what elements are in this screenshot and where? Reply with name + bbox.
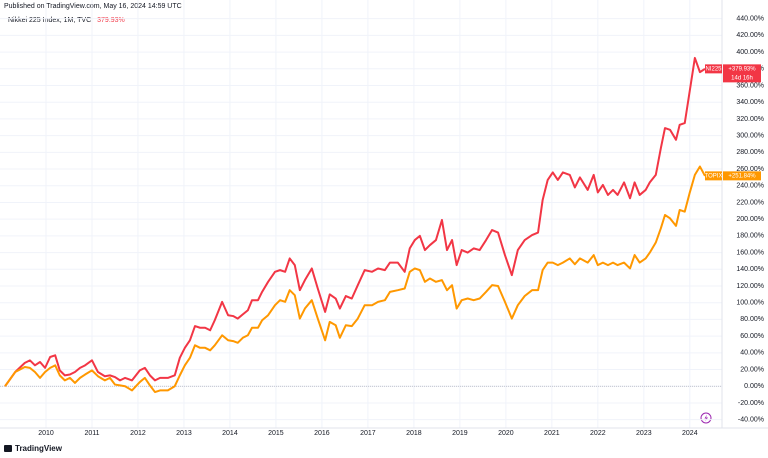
y-tick-label: 300.00% xyxy=(736,132,764,139)
y-tick-label: 420.00% xyxy=(736,32,764,39)
y-tick-label: 320.00% xyxy=(736,116,764,123)
brand-name: TradingView xyxy=(15,444,63,453)
tag-name: NI225 xyxy=(705,66,722,72)
y-tick-label: 80.00% xyxy=(740,316,764,323)
y-tick-label: 40.00% xyxy=(740,350,764,357)
y-tick-label: 220.00% xyxy=(736,199,764,206)
x-tick-label: 2024 xyxy=(682,430,698,437)
tag-value: +251.84% xyxy=(728,173,756,179)
x-tick-label: 2013 xyxy=(176,430,192,437)
price-tag: NI225 +379.93% 14d 16h xyxy=(705,64,761,83)
y-tick-label: 120.00% xyxy=(736,283,764,290)
x-tick-label: 2022 xyxy=(590,430,606,437)
x-tick-label: 2014 xyxy=(222,430,238,437)
y-tick-label: 60.00% xyxy=(740,333,764,340)
y-tick-label: 340.00% xyxy=(736,99,764,106)
brand-logo: TradingView xyxy=(4,444,63,453)
x-tick-label: 2020 xyxy=(498,430,514,437)
tag-value-box xyxy=(723,64,761,83)
x-tick-label: 2021 xyxy=(544,430,560,437)
y-tick-label: 20.00% xyxy=(740,366,764,373)
y-tick-label: 260.00% xyxy=(736,166,764,173)
event-bolt xyxy=(704,414,708,422)
series-line xyxy=(4,56,706,387)
tag-name-box xyxy=(705,171,722,181)
series-line xyxy=(4,165,706,394)
y-tick-label: 240.00% xyxy=(736,183,764,190)
logo-mark xyxy=(4,445,12,452)
tag-name-box xyxy=(705,64,722,74)
title-change: 379.93% xyxy=(97,17,125,24)
y-tick-label: 280.00% xyxy=(736,149,764,156)
y-tick-label: 440.00% xyxy=(736,16,764,23)
event-icon xyxy=(700,412,712,424)
y-tick-label: 160.00% xyxy=(736,249,764,256)
chart-title: Nikkei 225 Index, 1M, TVC xyxy=(8,17,91,24)
y-tick-label: 0.00% xyxy=(744,383,764,390)
tag-value: +379.93% xyxy=(728,66,756,72)
y-tick-label: 100.00% xyxy=(736,300,764,307)
x-tick-label: 2010 xyxy=(38,430,54,437)
y-tick-label: 180.00% xyxy=(736,233,764,240)
y-tick-label: 200.00% xyxy=(736,216,764,223)
y-tick-label: 360.00% xyxy=(736,82,764,89)
grid xyxy=(0,0,722,428)
y-tick-label: 140.00% xyxy=(736,266,764,273)
countdown: 14d 16h xyxy=(731,75,753,81)
x-tick-label: 2011 xyxy=(84,430,99,437)
y-tick-label: -40.00% xyxy=(738,416,764,423)
x-tick-label: 2012 xyxy=(130,430,146,437)
x-tick-label: 2018 xyxy=(406,430,422,437)
tag-name: TOPIX xyxy=(705,173,723,179)
x-tick-label: 2016 xyxy=(314,430,330,437)
tag-value-box xyxy=(723,171,761,181)
x-tick-label: 2019 xyxy=(452,430,468,437)
x-tick-label: 2015 xyxy=(268,430,284,437)
y-tick-label: 400.00% xyxy=(736,49,764,56)
x-tick-label: 2017 xyxy=(360,430,376,437)
x-tick-label: 2023 xyxy=(636,430,652,437)
y-tick-label: -20.00% xyxy=(738,400,764,407)
price-tag: TOPIX +251.84% xyxy=(705,171,761,181)
published-note: Published on TradingView.com, May 16, 20… xyxy=(4,3,182,10)
